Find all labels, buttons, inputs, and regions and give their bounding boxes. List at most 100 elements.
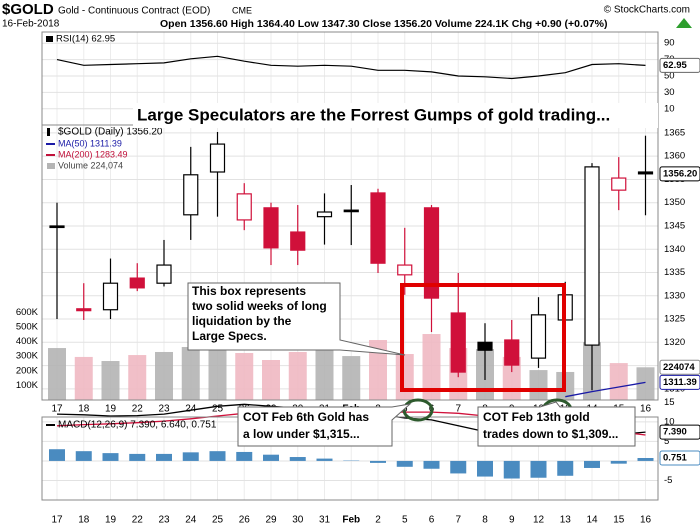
y-tick-label: 90 [664,38,675,49]
callout-text: This box represents [192,284,306,298]
value-tag-box [659,450,700,466]
candle-body [183,174,199,216]
exchange: CME [232,5,252,15]
y-tick-label: 10 [664,416,675,427]
legend-swatch [46,36,53,42]
candle-body [370,192,386,264]
candle-body [584,166,600,346]
y-tick-label: 50 [664,71,675,82]
volume-bar [262,360,280,400]
histogram-bar [584,460,600,468]
histogram-bar [370,460,386,463]
value-tag-box [659,57,700,73]
x-tick-label: 26 [239,515,251,526]
legend-label: MA(200) 1283.49 [58,149,128,159]
overlay: Large Speculators are the Forrest Gumps … [133,103,658,447]
y-tick-label: 500K [16,322,39,333]
y-tick-label: 1325 [664,314,685,325]
volume-bar [48,348,66,400]
value-tag-label: 7.390 [663,427,687,438]
histogram-bar [530,460,547,478]
volume-bar [74,356,93,400]
histogram-bar [263,454,279,461]
histogram-bar [450,460,467,474]
highlight-box [400,283,566,392]
x-tick-label: 7 [455,404,461,415]
volume-bar [609,363,628,400]
x-tick-label: 9 [509,515,515,526]
callout [187,282,406,356]
y-tick-label: 400K [16,336,39,347]
x-tick-label: 19 [105,404,117,415]
x-tick-label: 22 [132,515,144,526]
candle-body [263,207,279,249]
x-tick-label: 25 [212,404,224,415]
x-tick-label: 2 [375,515,381,526]
candle-body [530,314,547,359]
y-tick-label: 1350 [664,197,685,208]
y-tick-label: 1365 [664,127,685,138]
y-tick-label: 1345 [664,220,685,231]
y-tick-label: 1320 [664,337,685,348]
y-tick-label: 600K [16,307,39,318]
value-tag: 0.751 [659,450,700,466]
x-tick-label: 7 [455,515,461,526]
x-tick-label: 23 [158,404,170,415]
volume-bar [529,370,548,400]
volume-bar [208,349,227,400]
credit: © StockCharts.com [604,5,690,16]
histogram-bar [209,451,226,461]
candle-body [49,225,65,229]
callout-text: two solid weeks of long [192,299,327,313]
volume-bar [288,351,307,400]
callout-text: trades down to $1,309... [483,427,618,441]
candle-body [236,193,252,221]
callout [477,401,636,447]
x-tick-label: 23 [158,515,170,526]
histogram-bar [75,451,92,461]
candle-body [156,264,172,284]
candle-body [316,211,333,218]
volume-bar [369,340,387,400]
date: 16-Feb-2018 [2,19,60,30]
volume-bar [315,347,334,400]
x-tick-label: 17 [51,515,63,526]
callout-text: liquidation by the [192,314,292,328]
value-tag-label: 1311.39 [663,377,697,388]
title-box [133,103,658,128]
volume-bar [235,352,254,400]
value-tag-label: 0.751 [663,453,687,464]
y-tick-label: 200K [16,365,39,376]
y-tick-label: 1340 [664,244,685,255]
value-tag-label: 224074 [663,362,695,373]
candle-body [76,308,92,312]
histogram-bar [610,460,627,464]
x-tick-label: 18 [78,404,90,415]
x-tick-label: 18 [78,515,90,526]
y-tick-label: 100K [16,380,39,391]
volume-bar [636,367,655,400]
x-tick-label: 16 [640,515,652,526]
value-tag-label: 1356.20 [663,168,697,179]
x-tick-label: 14 [586,515,598,526]
value-tag-box [659,424,700,440]
candle-body [209,143,226,173]
x-tick-label: Feb [342,515,360,526]
histogram-bar [102,453,119,461]
volume-bar [422,334,441,400]
histogram-bar [289,457,306,461]
candle-body [343,209,359,213]
x-tick-label: 22 [132,404,144,415]
y-tick-label: 30 [664,87,675,98]
symbol: $GOLD [2,1,54,18]
instrument-name: Gold - Continuous Contract (EOD) [58,6,210,17]
value-tag: 1311.39 [659,374,700,390]
value-tag-box [659,166,700,182]
callout [237,403,412,447]
histogram-bar [129,453,146,461]
legend-label: MA(50) 1311.39 [58,138,122,148]
x-tick-label: 13 [560,515,572,526]
histogram-bar [316,458,333,461]
